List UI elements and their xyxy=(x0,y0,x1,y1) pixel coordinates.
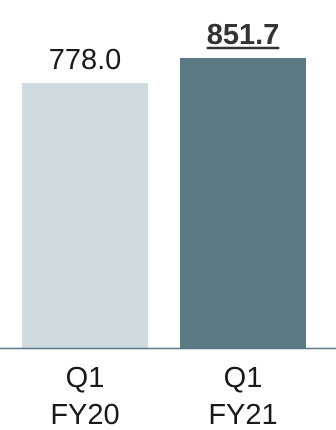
category-label-0-line-1: FY20 xyxy=(50,399,119,430)
value-label-0: 778.0 xyxy=(49,44,122,76)
category-label-1-line-0: Q1 xyxy=(224,362,263,394)
value-label-1: 851.7 xyxy=(207,19,280,51)
bar-1 xyxy=(180,58,306,348)
category-label-1-line-1: FY21 xyxy=(208,399,277,430)
bars-group xyxy=(22,58,306,349)
bar-0 xyxy=(22,83,148,349)
category-label-0-line-0: Q1 xyxy=(66,362,105,394)
labels-group: 778.0 Q1 FY20 851.7 Q1 FY21 xyxy=(49,19,280,430)
